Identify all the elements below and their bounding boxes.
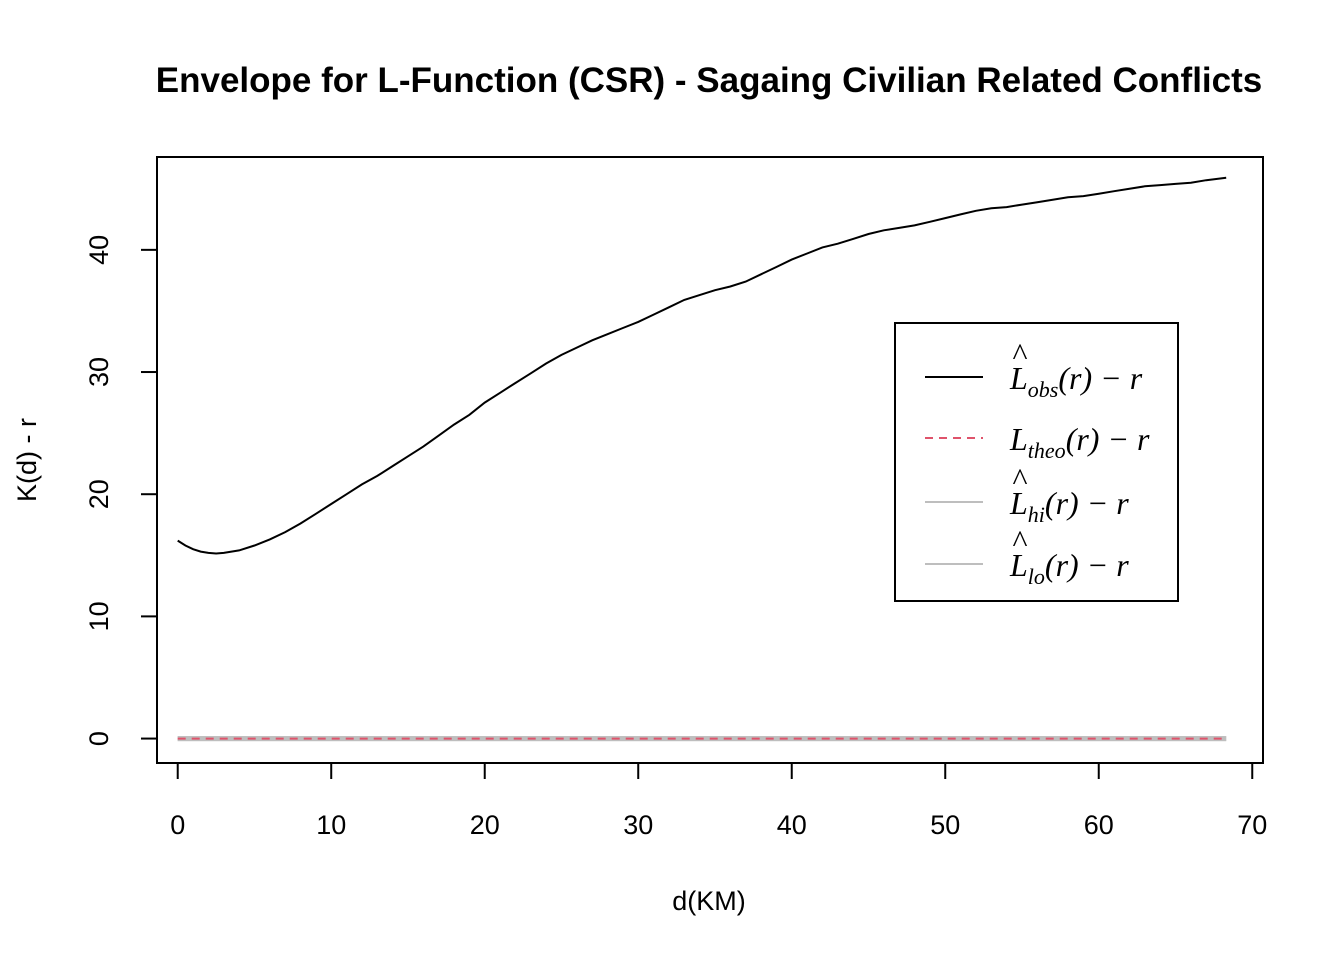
y-tick-label: 10 <box>84 601 114 631</box>
legend-hat: ^ <box>1012 461 1027 497</box>
legend-hat: ^ <box>1012 336 1027 372</box>
x-tick-label: 0 <box>170 810 185 840</box>
legend-box <box>894 322 1179 602</box>
legend-hat: ^ <box>1012 523 1027 559</box>
x-axis: 0 10 20 30 40 50 60 70 <box>170 762 1267 840</box>
series-layer <box>177 176 1227 742</box>
series-line-obs <box>177 176 1227 555</box>
y-tick-label: 20 <box>84 479 114 509</box>
x-axis-label: d(KM) <box>672 886 746 916</box>
x-tick-label: 50 <box>930 810 960 840</box>
legend-label-hi: Lhi(r) − r <box>1009 485 1129 527</box>
x-tick-label: 10 <box>316 810 346 840</box>
x-tick-label: 60 <box>1084 810 1114 840</box>
x-tick-label: 70 <box>1237 810 1267 840</box>
y-axis-label: K(d) - r <box>12 418 42 502</box>
legend-label-theo: Ltheo(r) − r <box>1009 421 1150 463</box>
y-tick-label: 0 <box>84 731 114 746</box>
legend-label-lo: Llo(r) − r <box>1009 547 1129 589</box>
y-tick-label: 30 <box>84 357 114 387</box>
x-tick-label: 30 <box>623 810 653 840</box>
x-tick-label: 40 <box>777 810 807 840</box>
y-tick-label: 40 <box>84 235 114 265</box>
chart-title: Envelope for L-Function (CSR) - Sagaing … <box>156 61 1262 100</box>
x-tick-label: 20 <box>470 810 500 840</box>
legend-label-obs: Lobs(r) − r <box>1009 360 1143 402</box>
y-axis: 0 10 20 30 40 <box>84 235 158 746</box>
